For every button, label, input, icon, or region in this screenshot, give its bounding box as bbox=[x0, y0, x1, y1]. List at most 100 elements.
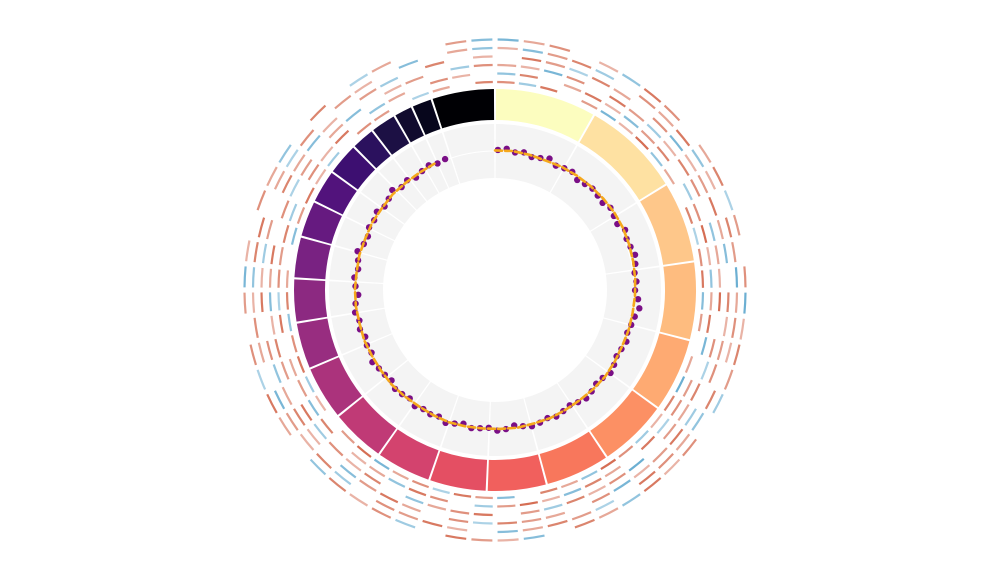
heat-arc bbox=[328, 477, 347, 492]
heat-arc bbox=[595, 68, 615, 81]
heat-arc bbox=[652, 447, 668, 463]
heat-arc bbox=[497, 504, 516, 508]
heat-arc bbox=[315, 395, 327, 412]
heat-arc bbox=[278, 144, 292, 164]
heat-arc bbox=[547, 519, 568, 528]
heat-arc bbox=[471, 38, 493, 42]
heat-arc bbox=[598, 507, 619, 519]
heat-arc bbox=[618, 122, 634, 135]
heat-arc bbox=[285, 292, 290, 310]
heat-arc bbox=[260, 267, 264, 288]
ideogram-segment bbox=[633, 333, 690, 408]
heat-arc bbox=[306, 428, 321, 446]
heat-arc bbox=[266, 166, 278, 187]
heat-arc bbox=[581, 99, 598, 110]
heat-arc bbox=[245, 240, 251, 262]
heat-arc bbox=[704, 390, 717, 410]
heat-arc bbox=[677, 403, 690, 421]
heat-arc bbox=[547, 52, 568, 61]
heat-arc bbox=[684, 408, 697, 426]
heat-arc bbox=[700, 292, 705, 310]
ideogram-segment bbox=[432, 89, 495, 129]
heat-arc bbox=[473, 63, 493, 68]
heat-arc bbox=[408, 487, 427, 497]
heat-arc bbox=[339, 464, 357, 479]
heat-arc bbox=[663, 395, 675, 412]
heat-arc bbox=[621, 493, 641, 507]
heat-arc bbox=[700, 361, 710, 380]
heat-arc bbox=[243, 266, 247, 288]
ideogram-segment bbox=[310, 357, 362, 416]
heat-arc bbox=[638, 470, 656, 486]
heat-arc bbox=[635, 136, 649, 150]
heat-arc bbox=[734, 267, 739, 288]
heat-arc bbox=[723, 369, 734, 390]
ideogram-segment bbox=[487, 454, 546, 491]
heat-arc bbox=[739, 318, 745, 340]
scatter-point bbox=[631, 251, 639, 258]
heat-arc bbox=[289, 179, 300, 197]
heat-arc bbox=[684, 206, 694, 225]
heat-arc bbox=[364, 472, 382, 485]
heat-arc bbox=[277, 269, 281, 288]
heat-arc bbox=[475, 495, 493, 500]
ideogram-segment bbox=[294, 237, 331, 280]
ideogram-segment bbox=[296, 318, 339, 368]
heat-arc bbox=[543, 69, 563, 77]
heat-arc bbox=[422, 519, 443, 528]
heat-arc bbox=[724, 217, 733, 238]
heat-arc bbox=[266, 393, 278, 414]
heat-arc bbox=[472, 46, 493, 51]
heat-arc bbox=[281, 174, 293, 194]
heat-arc bbox=[306, 134, 321, 152]
ideogram-segment bbox=[495, 89, 594, 142]
heat-arc bbox=[497, 521, 518, 525]
heat-arc bbox=[628, 457, 645, 472]
heat-arc bbox=[356, 122, 372, 135]
heat-arc bbox=[243, 292, 247, 314]
heat-arc bbox=[519, 501, 539, 507]
heat-arc bbox=[327, 151, 340, 167]
heat-arc bbox=[424, 61, 445, 69]
heat-arc bbox=[571, 511, 592, 521]
scatter-point bbox=[634, 295, 642, 303]
heat-arc bbox=[445, 534, 467, 540]
heat-arc bbox=[411, 91, 430, 101]
heat-arc bbox=[446, 48, 468, 54]
heat-arc bbox=[432, 85, 450, 93]
heat-arc bbox=[549, 44, 571, 53]
scatter-point bbox=[581, 180, 589, 188]
heat-arc bbox=[379, 492, 399, 504]
ideogram-segment bbox=[395, 107, 424, 143]
heat-arc bbox=[497, 538, 519, 542]
heat-arc bbox=[663, 168, 675, 185]
heat-arc bbox=[497, 495, 515, 500]
heat-arc bbox=[373, 110, 390, 122]
heat-arc bbox=[697, 174, 709, 194]
heat-arc bbox=[392, 470, 409, 481]
heat-arc bbox=[313, 423, 328, 440]
heat-arc bbox=[293, 154, 306, 172]
heat-arc bbox=[734, 292, 739, 313]
heat-arc bbox=[726, 292, 730, 313]
heat-arc bbox=[432, 487, 450, 495]
heat-arc bbox=[497, 46, 518, 51]
heat-arc bbox=[427, 503, 447, 511]
heat-arc bbox=[328, 123, 344, 139]
heat-arc bbox=[398, 59, 419, 69]
heat-arc bbox=[540, 85, 558, 93]
heat-arc bbox=[521, 517, 542, 524]
ideogram-segment bbox=[379, 429, 439, 480]
heat-arc bbox=[371, 61, 392, 73]
ideogram-segment bbox=[539, 431, 606, 484]
heat-arc bbox=[351, 451, 367, 465]
heat-arc bbox=[518, 82, 537, 88]
heat-arc bbox=[520, 509, 540, 515]
heat-arc bbox=[640, 129, 656, 145]
heat-arc bbox=[521, 56, 542, 63]
heat-arc bbox=[682, 379, 693, 397]
heat-arc bbox=[450, 509, 470, 515]
heat-arc bbox=[675, 129, 691, 147]
heat-arc bbox=[315, 168, 327, 185]
